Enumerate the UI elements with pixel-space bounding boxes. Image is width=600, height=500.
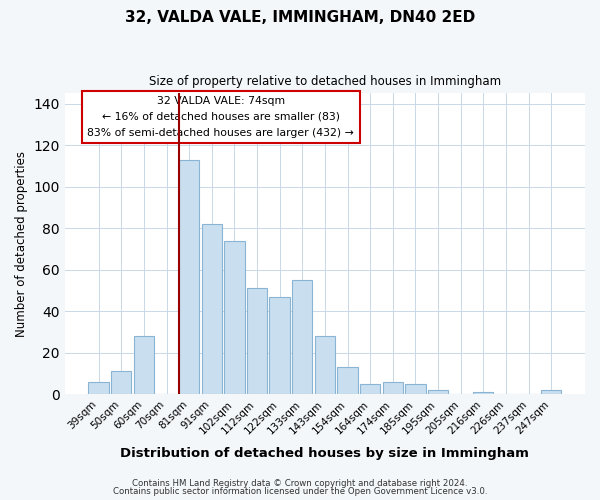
Text: 32, VALDA VALE, IMMINGHAM, DN40 2ED: 32, VALDA VALE, IMMINGHAM, DN40 2ED	[125, 10, 475, 25]
Bar	[224, 240, 245, 394]
Text: Contains HM Land Registry data © Crown copyright and database right 2024.: Contains HM Land Registry data © Crown c…	[132, 478, 468, 488]
Bar	[292, 280, 313, 394]
Bar	[179, 160, 199, 394]
Text: Contains public sector information licensed under the Open Government Licence v3: Contains public sector information licen…	[113, 487, 487, 496]
Bar	[202, 224, 222, 394]
Y-axis label: Number of detached properties: Number of detached properties	[15, 151, 28, 337]
Bar	[405, 384, 425, 394]
Bar	[111, 372, 131, 394]
Bar	[88, 382, 109, 394]
Bar	[473, 392, 493, 394]
Bar	[337, 367, 358, 394]
Title: Size of property relative to detached houses in Immingham: Size of property relative to detached ho…	[149, 75, 501, 88]
Bar	[134, 336, 154, 394]
Bar	[269, 296, 290, 394]
Bar	[428, 390, 448, 394]
Text: 32 VALDA VALE: 74sqm
← 16% of detached houses are smaller (83)
83% of semi-detac: 32 VALDA VALE: 74sqm ← 16% of detached h…	[88, 96, 354, 138]
Bar	[541, 390, 562, 394]
Bar	[247, 288, 267, 394]
Bar	[360, 384, 380, 394]
Bar	[383, 382, 403, 394]
Bar	[315, 336, 335, 394]
X-axis label: Distribution of detached houses by size in Immingham: Distribution of detached houses by size …	[121, 447, 529, 460]
